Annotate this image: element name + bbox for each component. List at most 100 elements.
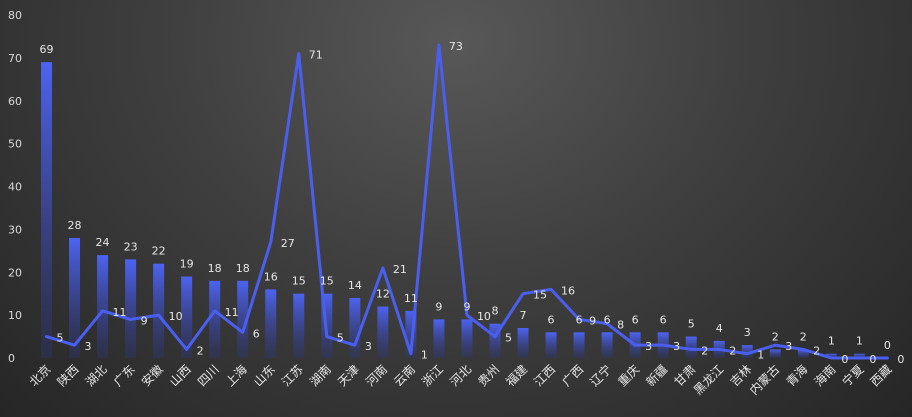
line-label: 5 (505, 332, 512, 345)
x-tick-label: 贵州 (475, 362, 502, 389)
x-tick-label: 湖北 (82, 362, 110, 390)
line-label: 73 (449, 40, 463, 53)
line-label: 2 (729, 344, 736, 357)
line-label: 71 (309, 49, 323, 62)
y-tick-label: 40 (8, 181, 22, 194)
bar (461, 319, 473, 358)
line-label: 1 (421, 349, 428, 362)
bar-label: 22 (152, 245, 166, 258)
bar-label: 2 (772, 330, 779, 343)
bar-label: 16 (264, 270, 278, 283)
bar-label: 6 (604, 313, 611, 326)
bar-label: 12 (376, 288, 390, 301)
bar-label: 8 (491, 305, 498, 318)
bar (405, 310, 417, 358)
x-tick-label: 湖南 (306, 362, 334, 390)
line-label: 0 (841, 353, 848, 366)
line-label: 10 (477, 310, 491, 323)
bar-label: 15 (320, 275, 334, 288)
x-tick-label: 云南 (390, 362, 418, 390)
bar (209, 280, 221, 358)
y-tick-label: 60 (8, 95, 22, 108)
y-tick-label: 0 (8, 352, 15, 365)
x-tick-label: 广西 (559, 362, 586, 389)
bar-label: 3 (744, 326, 751, 339)
bar (237, 280, 249, 358)
line-label: 3 (85, 340, 92, 353)
bar-label: 7 (520, 309, 527, 322)
bar (181, 276, 193, 358)
bar (349, 297, 361, 358)
line-label: 9 (141, 314, 148, 327)
x-tick-label: 陕西 (54, 362, 82, 390)
bar-label: 5 (688, 318, 695, 331)
line-label: 2 (813, 344, 820, 357)
bar (377, 306, 389, 358)
bar (153, 263, 165, 358)
bar-label: 24 (96, 236, 110, 249)
x-tick-label: 河南 (362, 362, 390, 390)
line-label: 27 (281, 237, 295, 250)
line-label: 5 (57, 332, 64, 345)
bar-label: 19 (180, 258, 194, 271)
bar (517, 327, 529, 358)
x-tick-label: 山东 (251, 362, 278, 389)
bar-label: 4 (716, 322, 723, 335)
bar-label: 69 (40, 43, 54, 56)
x-tick-label: 四川 (195, 362, 222, 389)
y-tick-label: 50 (8, 138, 22, 151)
x-axis: 北京 陕西 湖北 广东 安徽 山西 四川 上海 山东 江苏 湖南 天津 河南 云南 浙江 河北 贵州 福建 江西 广西… (27, 362, 895, 398)
bar-label: 23 (124, 240, 138, 253)
x-tick-label: 山西 (167, 362, 194, 389)
bar-label: 18 (208, 262, 222, 275)
line-series (45, 43, 889, 360)
bar (741, 345, 753, 358)
bar (769, 349, 781, 358)
bar (293, 293, 305, 358)
bar-label: 2 (800, 330, 807, 343)
bar-label: 6 (660, 313, 667, 326)
x-tick-label: 江西 (531, 362, 558, 389)
bar (825, 353, 837, 358)
x-tick-label: 天津 (335, 362, 362, 389)
line-label: 1 (757, 349, 764, 362)
x-tick-label: 海南 (811, 362, 839, 390)
bar (573, 332, 585, 358)
x-tick-label: 黑龙江 (691, 362, 726, 397)
bar (853, 353, 865, 358)
bar (97, 255, 109, 358)
y-tick-label: 80 (8, 9, 22, 22)
bar (125, 259, 137, 358)
x-tick-label: 重庆 (615, 362, 642, 389)
bar (41, 62, 52, 358)
line-label: 6 (253, 327, 260, 340)
bar-label: 9 (435, 300, 442, 313)
line-label: 3 (785, 340, 792, 353)
line-label: 8 (617, 319, 624, 332)
line-label: 11 (113, 306, 127, 319)
x-tick-label: 新疆 (643, 362, 671, 390)
x-tick-label: 江苏 (279, 362, 306, 389)
bar-label: 1 (828, 335, 835, 348)
x-tick-label: 北京 (27, 362, 54, 389)
x-tick-label: 青海 (783, 362, 811, 390)
x-tick-label: 西藏 (868, 362, 895, 389)
bar (797, 349, 809, 358)
x-tick-label: 浙江 (419, 362, 446, 389)
line-label: 5 (337, 332, 344, 345)
line-label: 3 (673, 340, 680, 353)
line-label: 16 (561, 284, 575, 297)
y-tick-label: 10 (8, 309, 22, 322)
bar-label: 15 (292, 275, 306, 288)
bar (601, 332, 613, 358)
y-axis: 0 10 20 30 40 50 60 70 80 (8, 9, 22, 365)
line-label: 3 (365, 340, 372, 353)
bar-label: 11 (404, 292, 418, 305)
bar-label: 1 (856, 335, 863, 348)
bar-label: 14 (348, 279, 362, 292)
x-tick-label: 辽宁 (587, 362, 615, 390)
bar-label: 0 (884, 339, 891, 352)
